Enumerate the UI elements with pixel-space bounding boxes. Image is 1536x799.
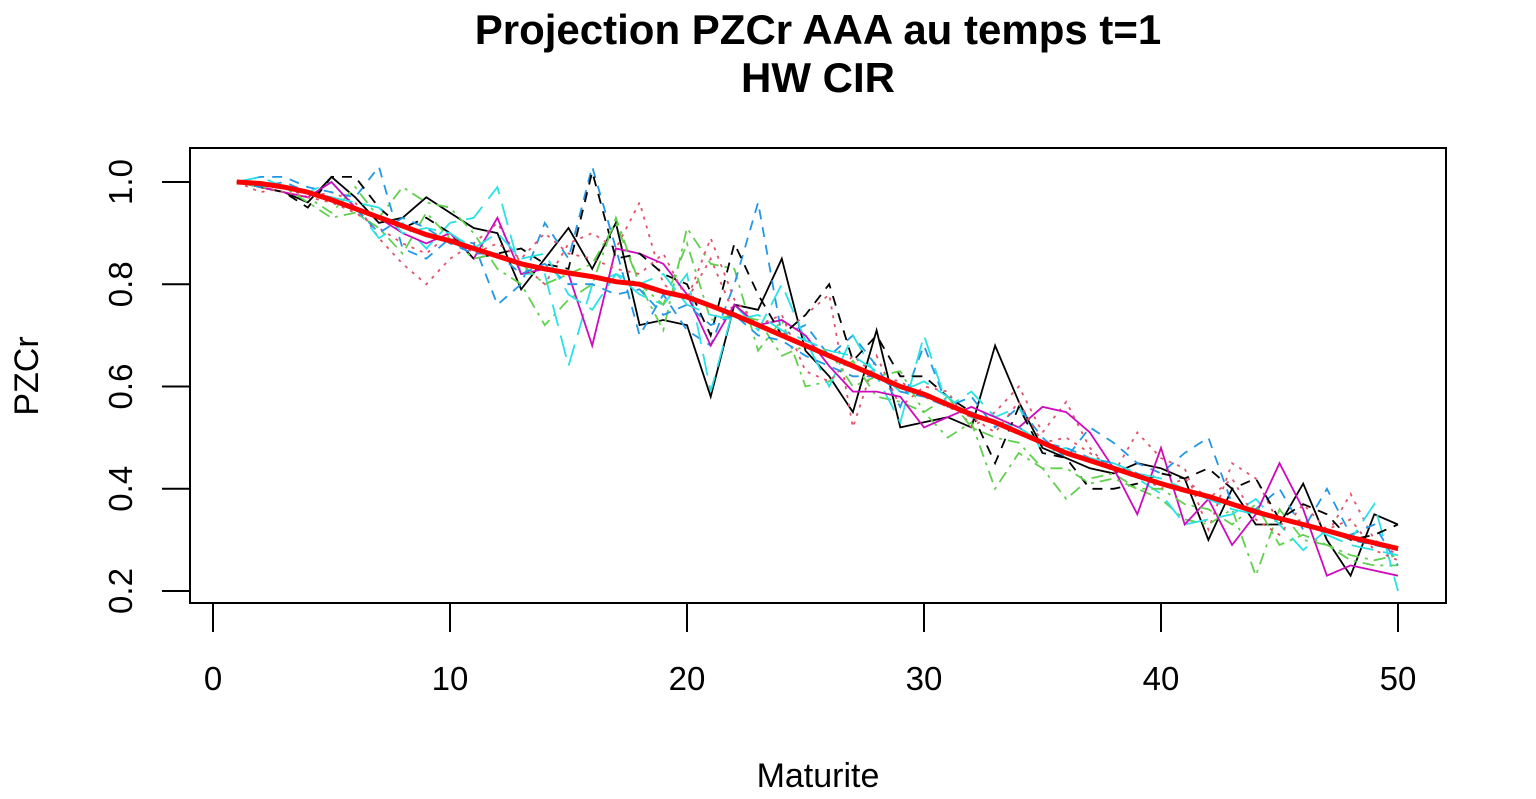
y-axis-label: PZCr [8,336,46,415]
simulation-line-7 [236,168,1399,541]
x-tick-label: 20 [669,660,706,697]
x-tick-label: 10 [432,660,469,697]
y-tick-label: 0.4 [102,466,139,512]
y-tick-label: 1.0 [102,159,139,205]
mean-layer [236,179,1399,552]
simulation-line-5 [236,175,1399,592]
x-axis-label: Maturite [757,757,880,795]
x-tick-label: 50 [1380,660,1417,697]
chart-title: Projection PZCr AAA au temps t=1 [475,6,1162,53]
y-tick-label: 0.8 [102,261,139,307]
simulation-line-3 [236,181,1398,579]
y-tick-label: 0.6 [102,364,139,410]
mean-line [236,179,1399,552]
simulation-line-8 [236,181,1399,562]
x-tick-label: 40 [1143,660,1180,697]
x-axis: 0 10 20 30 40 50 [204,602,1417,697]
y-tick-label: 0.2 [102,568,139,614]
x-tick-label: 0 [204,660,222,697]
simulation-line-4 [236,163,1399,566]
x-tick-label: 30 [906,660,943,697]
y-axis: 0.2 0.4 0.6 0.8 1.0 [102,159,191,614]
series-layer [236,163,1399,592]
chart-subtitle: HW CIR [741,54,895,101]
